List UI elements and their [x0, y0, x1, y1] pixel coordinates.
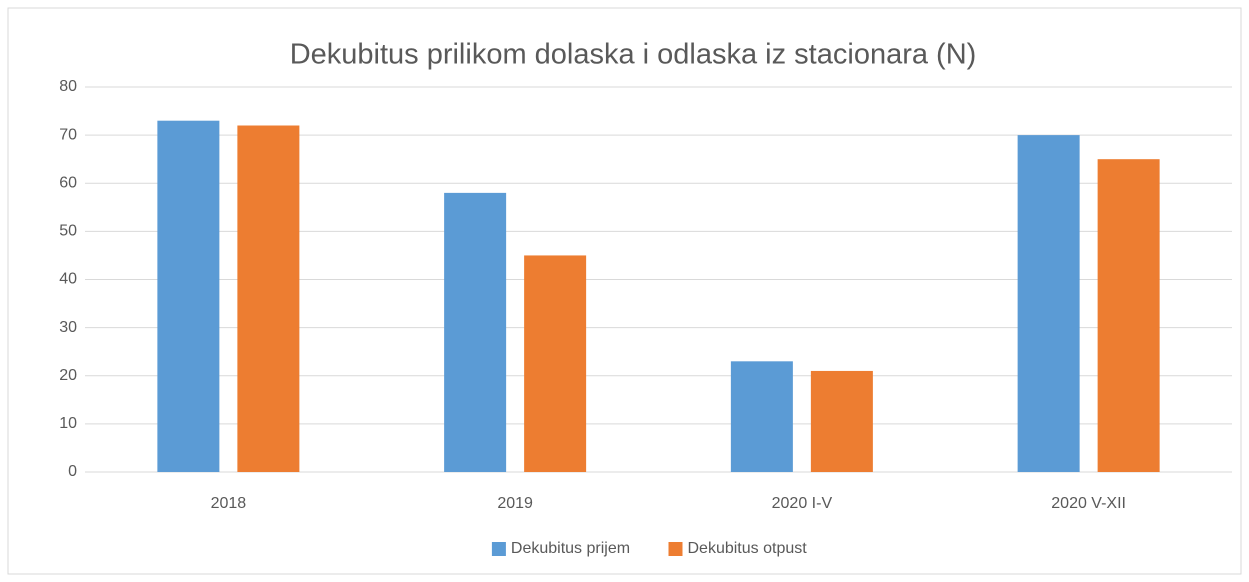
- bar: [237, 125, 300, 472]
- y-tick-label: 20: [59, 367, 77, 384]
- bar: [1097, 159, 1160, 472]
- x-tick-label: 2018: [211, 495, 247, 512]
- y-tick-label: 50: [59, 223, 77, 240]
- bar: [157, 120, 220, 472]
- legend-label: Dekubitus otpust: [688, 540, 808, 557]
- y-tick-label: 70: [59, 126, 77, 143]
- legend-swatch: [668, 542, 683, 556]
- legend-label: Dekubitus prijem: [511, 540, 630, 557]
- y-tick-label: 0: [68, 463, 77, 480]
- x-tick-label: 2020 I-V: [772, 495, 833, 512]
- y-tick-label: 60: [59, 174, 77, 191]
- bar: [444, 192, 507, 472]
- x-tick-label: 2019: [497, 495, 533, 512]
- bar: [524, 255, 587, 472]
- y-tick-label: 40: [59, 271, 77, 288]
- legend-swatch: [491, 542, 506, 556]
- chart-title: Dekubitus prilikom dolaska i odlaska iz …: [290, 39, 977, 71]
- bar: [730, 361, 793, 472]
- x-tick-label: 2020 V-XII: [1051, 495, 1126, 512]
- y-tick-label: 80: [59, 78, 77, 95]
- y-tick-label: 30: [59, 319, 77, 336]
- bar: [810, 370, 873, 472]
- y-tick-label: 10: [59, 415, 77, 432]
- bar: [1017, 135, 1080, 472]
